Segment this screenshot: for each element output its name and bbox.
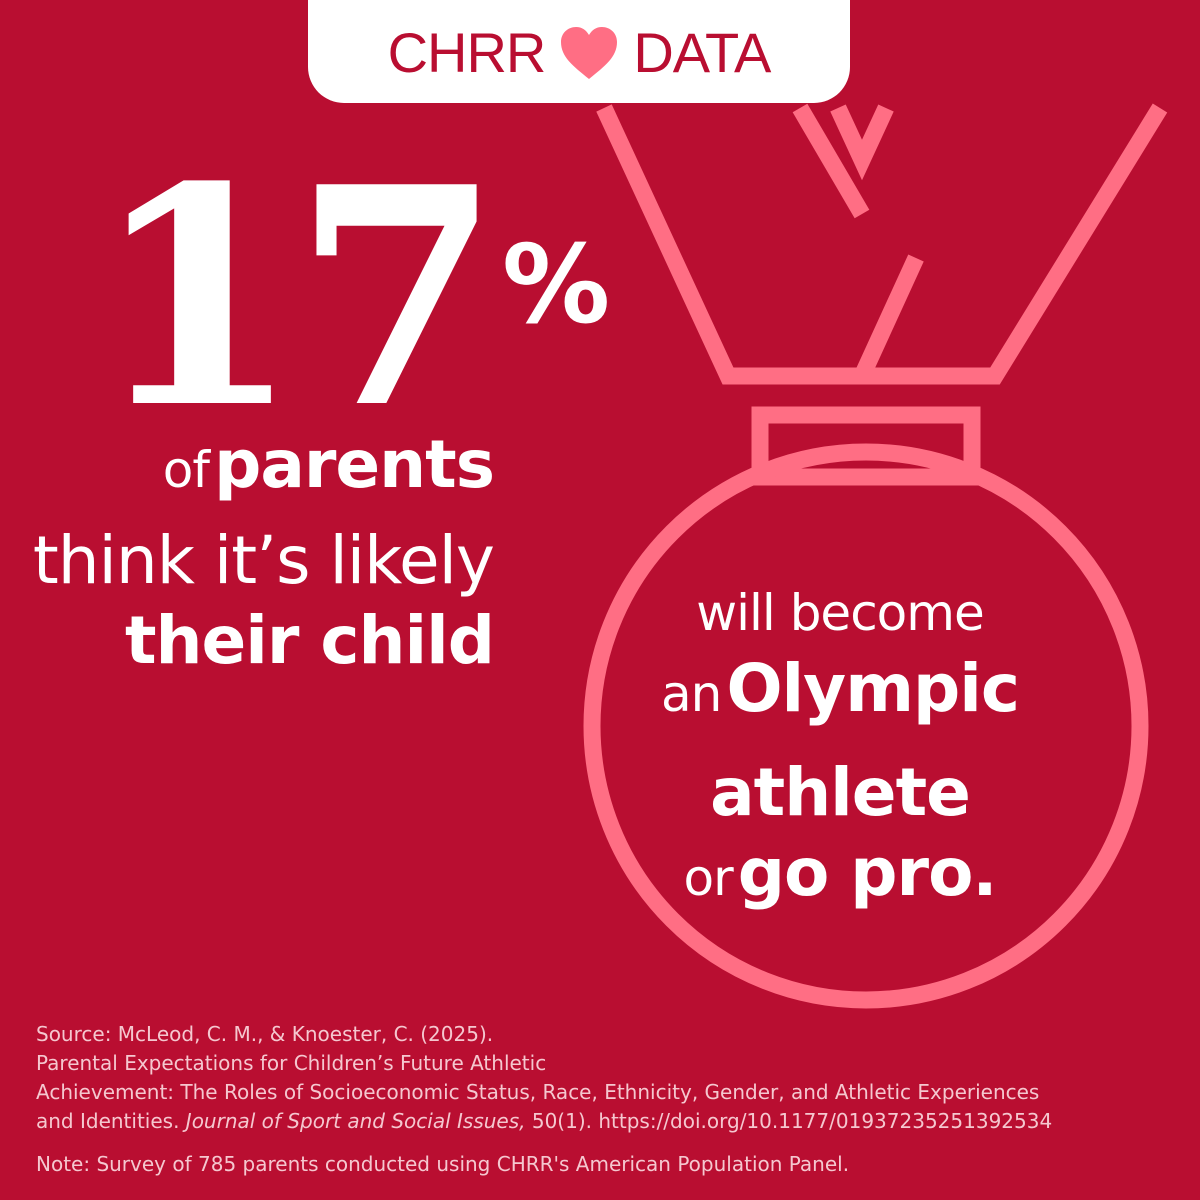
stat-percent-sign: %	[502, 223, 611, 348]
source-line-4-pre: and Identities.	[36, 1109, 180, 1133]
medal-line-3: athlete	[710, 754, 971, 831]
medal-ribbon-top	[830, 104, 894, 181]
medal-line-4-pre: or	[683, 849, 733, 907]
medal-hanger	[751, 406, 981, 486]
stat-line-1-pre: of	[162, 441, 210, 499]
logo: CHRR DATA	[308, 0, 850, 103]
medal-line-1: will become	[696, 584, 985, 642]
source-line-1: Source: McLeod, C. M., & Knoester, C. (2…	[36, 1022, 494, 1046]
medal-line-2-pre: an	[661, 665, 722, 723]
medal-line-2: an Olympic	[600, 656, 1080, 722]
survey-note: Note: Survey of 785 parents conducted us…	[36, 1152, 850, 1176]
medal-ribbon-right	[862, 103, 1168, 385]
stat-line-3: their child	[124, 602, 495, 679]
source-line-2: Parental Expectations for Children’s Fut…	[36, 1051, 547, 1075]
logo-left-word: CHRR	[387, 21, 547, 84]
stat-line-2: think it’s likely	[32, 522, 495, 599]
medal-line-4: or go pro.	[600, 840, 1080, 906]
source-doi: 50(1). https://doi.org/10.1177/019372352…	[531, 1109, 1053, 1133]
medal-ribbon-fold	[792, 103, 870, 219]
stat-number: 17	[92, 121, 501, 474]
source-line-3: Achievement: The Roles of Socioeconomic …	[36, 1080, 1040, 1104]
stat-line-1-bold: parents	[214, 426, 495, 503]
source-journal: Journal of Sport and Social Issues,	[185, 1109, 526, 1133]
logo-right-word: DATA	[633, 21, 771, 84]
medal-ribbon-left	[596, 104, 924, 385]
source-line-4: and Identities. Journal of Sport and Soc…	[36, 1107, 1176, 1136]
medal-line-2-bold: Olympic	[726, 650, 1020, 727]
medal-disc	[583, 443, 1149, 1009]
logo-row: CHRR DATA	[308, 18, 850, 88]
heart-icon	[561, 27, 618, 79]
stat-line-1: of parents	[162, 432, 495, 499]
source-citation: Source: McLeod, C. M., & Knoester, C. (2…	[36, 1020, 1176, 1136]
medal-line-4-bold: go pro.	[737, 834, 998, 911]
